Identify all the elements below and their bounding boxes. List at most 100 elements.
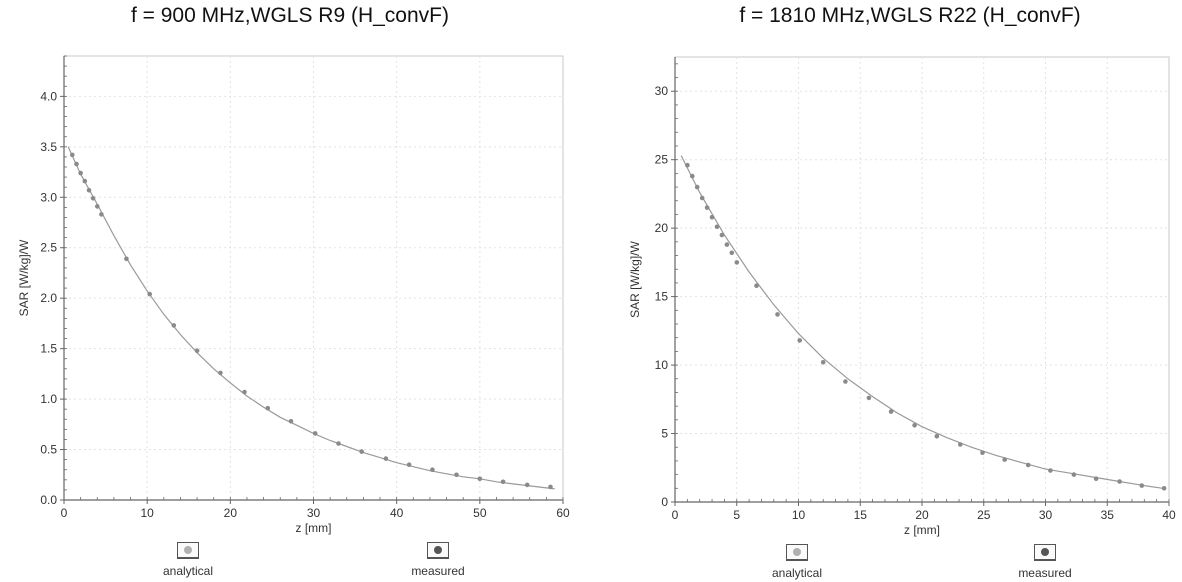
y-tick-label: 15 xyxy=(655,290,669,304)
legend-measured-right: measured xyxy=(1000,544,1090,580)
series-measured-point xyxy=(685,162,690,168)
series-measured-point xyxy=(95,204,100,209)
legend-measured-left: measured xyxy=(393,542,483,578)
series-measured-point xyxy=(1071,472,1077,477)
series-measured-point xyxy=(82,178,88,184)
legend-label-analytical: analytical xyxy=(771,566,823,580)
series-measured-point xyxy=(714,224,720,230)
series-measured-point xyxy=(1117,479,1122,484)
x-tick-label: 0 xyxy=(672,508,679,522)
series-measured-point xyxy=(1161,486,1167,491)
chart-0: 0 10 20 30 40 50 60 0.0 0.5 1.0 1.5 2.0 2.5 3.0 3.5 4.0… xyxy=(17,55,570,535)
x-tick-label: 20 xyxy=(915,508,929,522)
x-axis-label: z [mm] xyxy=(296,521,332,535)
series-measured-point xyxy=(359,449,365,454)
x-axis-label: z [mm] xyxy=(904,523,940,537)
series-measured-point xyxy=(406,462,412,468)
series-measured-point xyxy=(754,283,759,289)
x-tick-label: 60 xyxy=(556,506,570,520)
y-tick-label: 0.5 xyxy=(40,443,57,457)
y-tick-label: 0.0 xyxy=(40,493,57,507)
series-measured-point xyxy=(70,152,75,158)
series-measured-point xyxy=(775,312,780,317)
series-measured-point xyxy=(888,409,894,414)
legend-swatch-analytical-icon xyxy=(786,544,808,561)
series-measured-point xyxy=(242,389,247,395)
series-measured-point xyxy=(78,170,83,176)
y-tick-label: 4.0 xyxy=(40,89,57,103)
y-axis-label: SAR [W/kg]/W xyxy=(628,240,642,317)
y-tick-label: 1.5 xyxy=(40,342,57,356)
legend-swatch-measured-icon xyxy=(1034,544,1056,561)
series-measured-point xyxy=(194,348,200,354)
chart-1: 0 5 10 15 20 25 30 35 40 0 5 10 15 20 25 30 z [mm] SAR [W… xyxy=(628,56,1176,537)
legend-label-measured: measured xyxy=(411,564,465,578)
series-measured-point xyxy=(1139,483,1145,488)
series-measured-point xyxy=(1048,468,1053,473)
series-measured-point xyxy=(171,323,177,328)
series-measured-point xyxy=(524,482,530,488)
y-tick-label: 30 xyxy=(655,84,669,98)
y-tick-label: 3.5 xyxy=(40,140,57,154)
y-tick-label: 3.0 xyxy=(40,190,57,204)
series-measured-point xyxy=(958,442,963,447)
chart-title-900mhz: f = 900 MHz,WGLS R9 (H_convF) xyxy=(130,4,449,27)
x-tick-label: 20 xyxy=(224,506,238,520)
y-axis-label: SAR [W/kg]/W xyxy=(17,239,31,316)
series-measured-point xyxy=(704,205,710,210)
series-measured-point xyxy=(709,214,715,220)
x-tick-label: 40 xyxy=(390,506,404,520)
series-measured-point xyxy=(454,472,459,478)
series-measured-point xyxy=(690,173,695,179)
series-measured-point xyxy=(694,184,700,190)
x-tick-label: 50 xyxy=(473,506,487,520)
y-tick-label: 2.0 xyxy=(40,291,57,305)
legend-label-measured: measured xyxy=(1018,566,1072,580)
x-tick-label: 25 xyxy=(977,508,991,522)
series-measured-point xyxy=(912,423,917,428)
legend-label-analytical: analytical xyxy=(162,564,214,578)
series-measured-point xyxy=(124,256,129,262)
x-tick-label: 40 xyxy=(1162,508,1176,522)
x-tick-label: 0 xyxy=(61,506,68,520)
legend-analytical-right: analytical xyxy=(752,544,842,580)
series-measured-point xyxy=(99,212,104,217)
series-measured-point xyxy=(218,370,223,376)
series-measured-point xyxy=(383,456,389,461)
x-tick-label: 10 xyxy=(140,506,154,520)
y-tick-label: 20 xyxy=(655,221,669,235)
series-measured-point xyxy=(820,360,826,365)
legend-analytical-left: analytical xyxy=(143,542,233,578)
series-measured-point xyxy=(336,441,341,446)
series-analytical-line xyxy=(67,146,555,490)
series-measured-point xyxy=(74,161,79,167)
y-tick-label: 1.0 xyxy=(40,392,57,406)
series-measured-point xyxy=(477,476,483,482)
series-measured-point xyxy=(147,291,152,297)
y-tick-label: 0 xyxy=(661,495,668,509)
series-measured-point xyxy=(699,195,705,201)
series-measured-point xyxy=(90,196,96,201)
legend-swatch-analytical-icon xyxy=(177,542,199,559)
x-tick-label: 15 xyxy=(854,508,868,522)
series-measured-point xyxy=(719,232,725,238)
y-tick-label: 2.5 xyxy=(40,241,57,255)
series-measured-point xyxy=(866,395,872,401)
series-measured-point xyxy=(797,338,802,343)
x-tick-label: 10 xyxy=(792,508,806,522)
series-measured-point xyxy=(980,450,985,456)
series-measured-point xyxy=(1002,457,1007,462)
y-tick-label: 10 xyxy=(655,358,669,372)
series-measured-point xyxy=(288,419,294,424)
y-tick-label: 25 xyxy=(655,153,669,167)
series-measured-point xyxy=(843,379,848,384)
chart-title-1810mhz: f = 1810 MHz,WGLS R22 (H_convF) xyxy=(739,4,1081,27)
series-measured-point xyxy=(265,405,271,411)
series-measured-point xyxy=(548,484,553,490)
x-tick-label: 30 xyxy=(307,506,321,520)
series-measured-point xyxy=(500,479,506,485)
series-measured-point xyxy=(312,431,318,436)
x-tick-label: 30 xyxy=(1039,508,1053,522)
series-measured-point xyxy=(724,242,730,247)
